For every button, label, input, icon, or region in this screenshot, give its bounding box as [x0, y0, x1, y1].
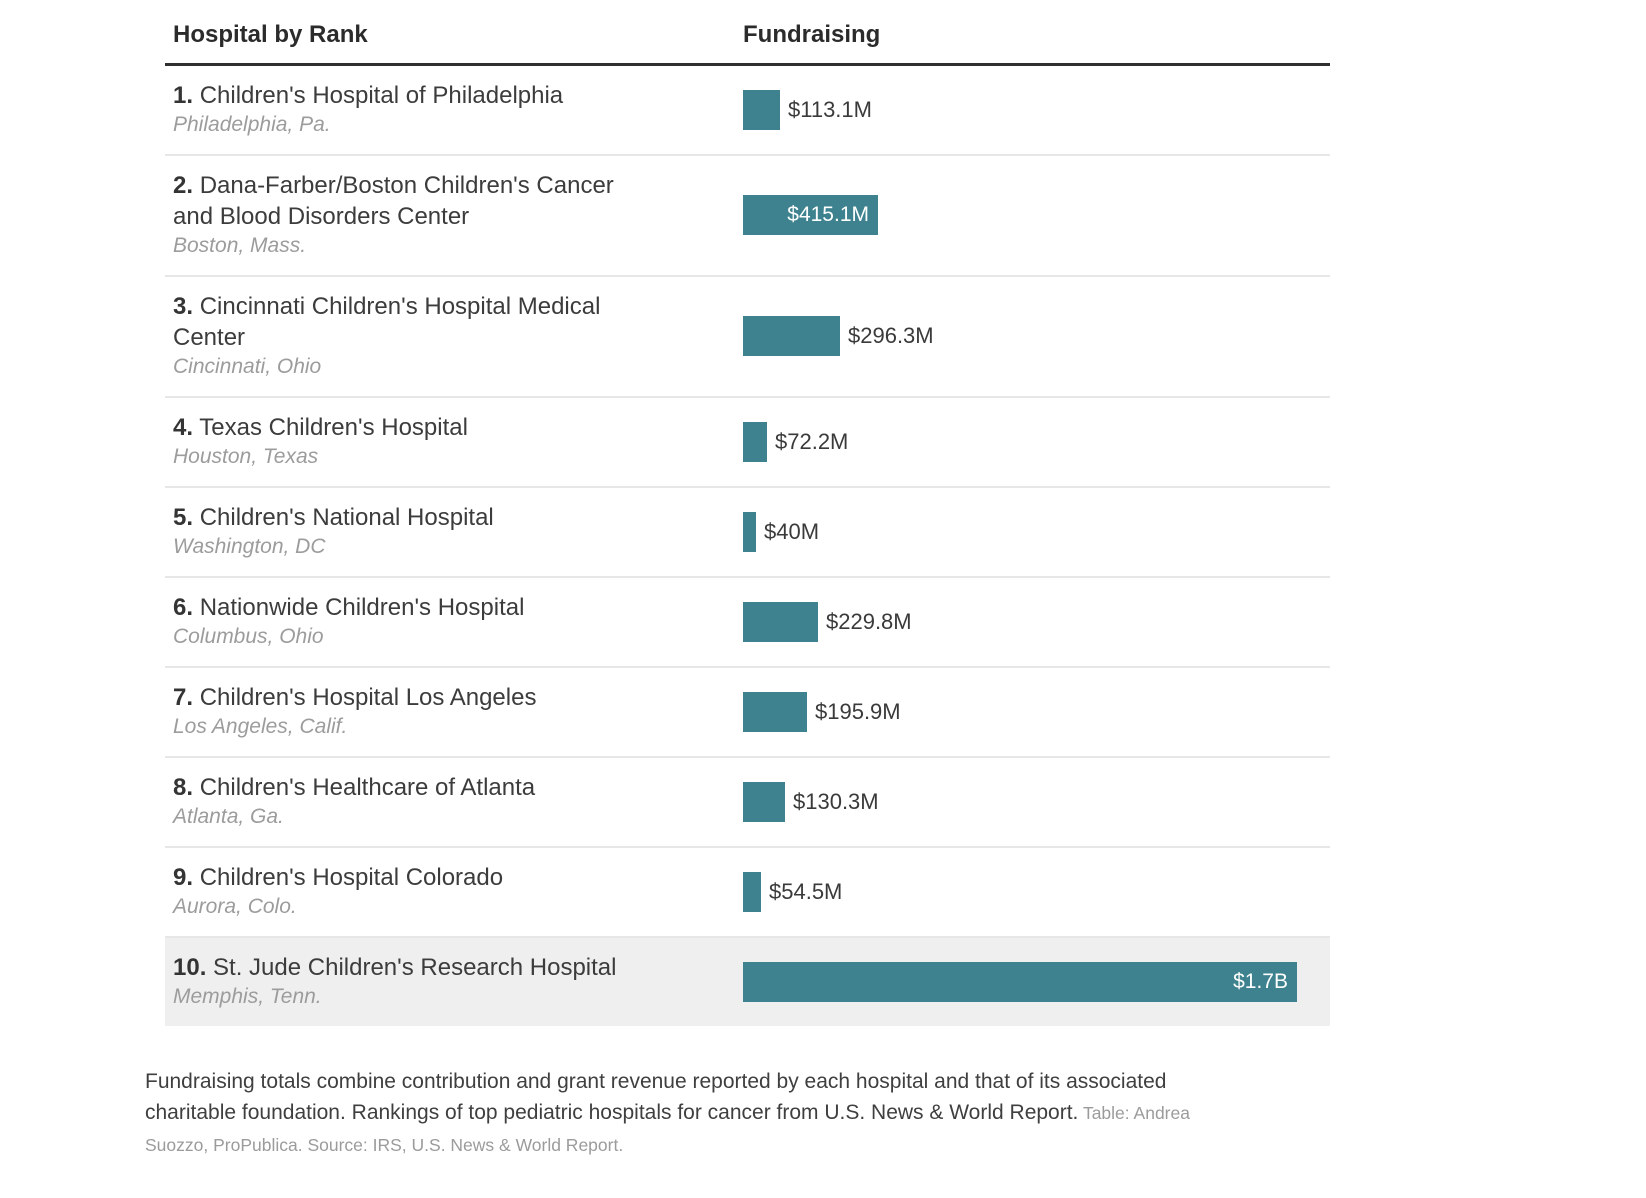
hospital-location: Boston, Mass.	[173, 234, 307, 257]
footer-note-text: Fundraising totals combine contribution …	[145, 1070, 1167, 1124]
hospital-name: 7. Children's Hospital Los Angeles	[173, 682, 653, 713]
hospital-rank: 7.	[173, 684, 194, 711]
hospital-name-text: Dana-Farber/Boston Children's Cancer and…	[173, 172, 614, 230]
hospital-name-text: Children's Hospital of Philadelphia	[199, 82, 564, 109]
table-row: 10. St. Jude Children's Research Hospita…	[165, 936, 1330, 1026]
hospital-name-text: Nationwide Children's Hospital	[199, 594, 525, 621]
fundraising-bar	[743, 871, 761, 912]
hospital-cell: 3. Cincinnati Children's Hospital Medica…	[165, 291, 743, 381]
hospital-name: 10. St. Jude Children's Research Hospita…	[173, 952, 653, 983]
hospital-location: Los Angeles, Calif.	[173, 715, 348, 738]
hospital-name: 2. Dana-Farber/Boston Children's Cancer …	[173, 170, 653, 232]
table-row: 6. Nationwide Children's Hospital Columb…	[165, 576, 1330, 666]
hospital-name-text: St. Jude Children's Research Hospital	[213, 954, 617, 981]
hospital-location: Philadelphia, Pa.	[173, 113, 331, 136]
table-header: Hospital by Rank Fundraising	[165, 15, 1330, 66]
bar-value-label-inside: $415.1M	[787, 203, 869, 226]
hospital-name: 4. Texas Children's Hospital	[173, 412, 653, 443]
table-row: 2. Dana-Farber/Boston Children's Cancer …	[165, 154, 1330, 275]
table-row: 7. Children's Hospital Los Angeles Los A…	[165, 666, 1330, 756]
fundraising-cell: $1.7B	[743, 961, 1330, 1002]
hospital-location: Washington, DC	[173, 535, 326, 558]
fundraising-cell: $415.1M	[743, 195, 1330, 235]
fundraising-cell: $229.8M	[743, 601, 1330, 642]
hospital-cell: 9. Children's Hospital Colorado Aurora, …	[165, 862, 743, 921]
hospital-cell: 1. Children's Hospital of Philadelphia P…	[165, 80, 743, 139]
fundraising-cell: $40M	[743, 511, 1330, 552]
hospital-cell: 5. Children's National Hospital Washingt…	[165, 502, 743, 561]
hospital-rank: 1.	[173, 82, 194, 109]
hospital-name-text: Children's Hospital Colorado	[199, 864, 504, 891]
fundraising-bar	[743, 781, 785, 822]
hospital-cell: 7. Children's Hospital Los Angeles Los A…	[165, 682, 743, 741]
hospital-name-text: Children's Healthcare of Atlanta	[199, 774, 536, 801]
hospital-name-text: Children's National Hospital	[199, 504, 494, 531]
hospital-cell: 6. Nationwide Children's Hospital Columb…	[165, 592, 743, 651]
hospital-rank: 10.	[173, 954, 207, 981]
hospital-name: 9. Children's Hospital Colorado	[173, 862, 653, 893]
bar-value-label: $113.1M	[788, 96, 872, 122]
table-row: 5. Children's National Hospital Washingt…	[165, 486, 1330, 576]
table-row: 8. Children's Healthcare of Atlanta Atla…	[165, 756, 1330, 846]
bar-value-label: $54.5M	[769, 878, 843, 904]
fundraising-bar	[743, 316, 840, 356]
fundraising-cell: $296.3M	[743, 316, 1330, 356]
hospital-location: Cincinnati, Ohio	[173, 355, 322, 378]
hospital-name: 6. Nationwide Children's Hospital	[173, 592, 653, 623]
hospital-cell: 4. Texas Children's Hospital Houston, Te…	[165, 412, 743, 471]
footer-note: Fundraising totals combine contribution …	[145, 1066, 1250, 1161]
bar-value-label: $40M	[764, 518, 820, 544]
rank-table: Hospital by Rank Fundraising 1. Children…	[165, 15, 1330, 1026]
hospital-cell: 8. Children's Healthcare of Atlanta Atla…	[165, 772, 743, 831]
hospital-location: Houston, Texas	[173, 445, 319, 468]
hospital-rank: 5.	[173, 504, 194, 531]
fundraising-bar	[743, 691, 807, 732]
hospital-cell: 2. Dana-Farber/Boston Children's Cancer …	[165, 170, 743, 260]
fundraising-bar	[743, 89, 780, 130]
hospital-name-text: Texas Children's Hospital	[199, 414, 468, 441]
hospital-name: 3. Cincinnati Children's Hospital Medica…	[173, 291, 653, 353]
hospital-rank: 4.	[173, 414, 194, 441]
hospital-location: Aurora, Colo.	[173, 895, 297, 918]
hospital-name: 1. Children's Hospital of Philadelphia	[173, 80, 653, 111]
column-header-hospital: Hospital by Rank	[173, 21, 368, 48]
fundraising-cell: $130.3M	[743, 781, 1330, 822]
hospital-cell: 10. St. Jude Children's Research Hospita…	[165, 952, 743, 1011]
fundraising-bar: $1.7B	[743, 961, 1297, 1002]
bar-value-label: $195.9M	[815, 698, 901, 724]
bar-value-label: $296.3M	[848, 323, 934, 348]
hospital-location: Memphis, Tenn.	[173, 985, 322, 1008]
fundraising-cell: $113.1M	[743, 89, 1330, 130]
table-row: 4. Texas Children's Hospital Houston, Te…	[165, 396, 1330, 486]
fundraising-cell: $72.2M	[743, 421, 1330, 462]
table-row: 3. Cincinnati Children's Hospital Medica…	[165, 275, 1330, 396]
hospital-rank: 3.	[173, 293, 194, 320]
table-body: 1. Children's Hospital of Philadelphia P…	[165, 66, 1330, 1026]
column-header-fundraising: Fundraising	[743, 21, 881, 48]
hospital-name-text: Children's Hospital Los Angeles	[199, 684, 537, 711]
bar-value-label: $72.2M	[775, 428, 849, 454]
fundraising-cell: $54.5M	[743, 871, 1330, 912]
hospital-name-text: Cincinnati Children's Hospital Medical C…	[173, 293, 601, 351]
hospital-rank: 6.	[173, 594, 194, 621]
hospital-name: 8. Children's Healthcare of Atlanta	[173, 772, 653, 803]
footer-credit: Table: Andrea Suozzo, ProPublica. Source…	[145, 1103, 1190, 1155]
fundraising-bar: $415.1M	[743, 195, 878, 235]
hospital-rank: 2.	[173, 172, 194, 199]
hospital-rank: 9.	[173, 864, 194, 891]
fundraising-bar	[743, 601, 818, 642]
bar-value-label: $130.3M	[793, 788, 879, 814]
hospital-location: Atlanta, Ga.	[173, 805, 284, 828]
table-row: 1. Children's Hospital of Philadelphia P…	[165, 66, 1330, 154]
fundraising-bar	[743, 421, 767, 462]
table-row: 9. Children's Hospital Colorado Aurora, …	[165, 846, 1330, 936]
hospital-rank: 8.	[173, 774, 194, 801]
bar-value-label: $229.8M	[826, 608, 912, 634]
fundraising-cell: $195.9M	[743, 691, 1330, 732]
fundraising-bar	[743, 511, 756, 552]
hospital-name: 5. Children's National Hospital	[173, 502, 653, 533]
hospital-location: Columbus, Ohio	[173, 625, 324, 648]
bar-value-label-inside: $1.7B	[1233, 969, 1288, 993]
